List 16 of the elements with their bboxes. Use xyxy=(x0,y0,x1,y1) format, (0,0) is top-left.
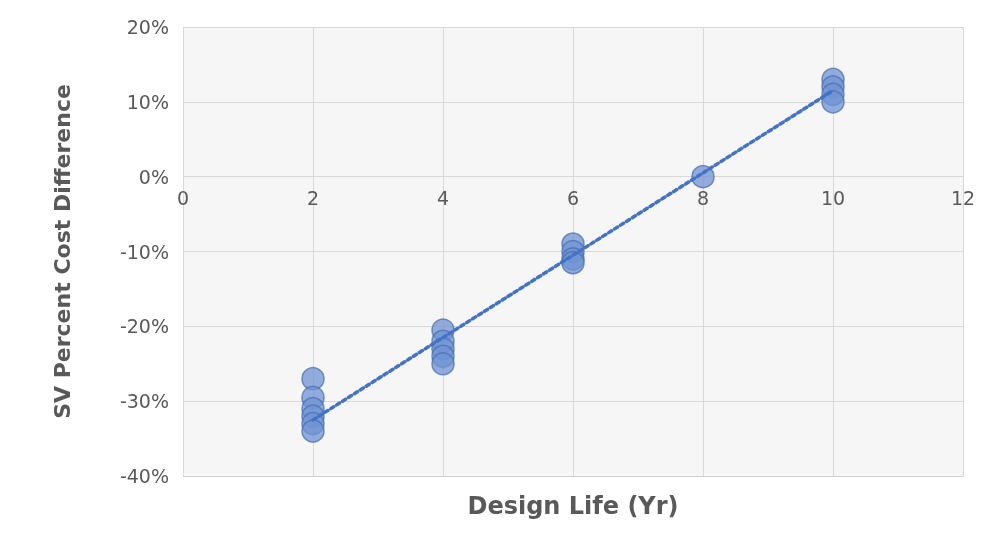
y-tick-label: 0% xyxy=(138,165,169,188)
x-tick-label: 8 xyxy=(696,187,710,210)
x-tick-label: 12 xyxy=(950,187,976,210)
y-tick-label: -30% xyxy=(119,390,169,413)
x-tick-label: 4 xyxy=(436,187,450,210)
y-tick-label: 10% xyxy=(126,90,169,113)
y-tick-label: -20% xyxy=(119,315,169,338)
x-tick-label: 6 xyxy=(566,187,580,210)
y-axis-title: SV Percent Cost Difference xyxy=(49,84,75,419)
x-tick-label: 10 xyxy=(820,187,846,210)
y-tick-label: 20% xyxy=(126,16,169,38)
y-tick-label: -10% xyxy=(119,240,169,263)
x-axis-title: Design Life (Yr) xyxy=(467,492,679,520)
x-tick-label: 2 xyxy=(306,187,320,210)
x-tick-label: 0 xyxy=(176,187,190,210)
y-tick-label: -40% xyxy=(119,465,169,487)
